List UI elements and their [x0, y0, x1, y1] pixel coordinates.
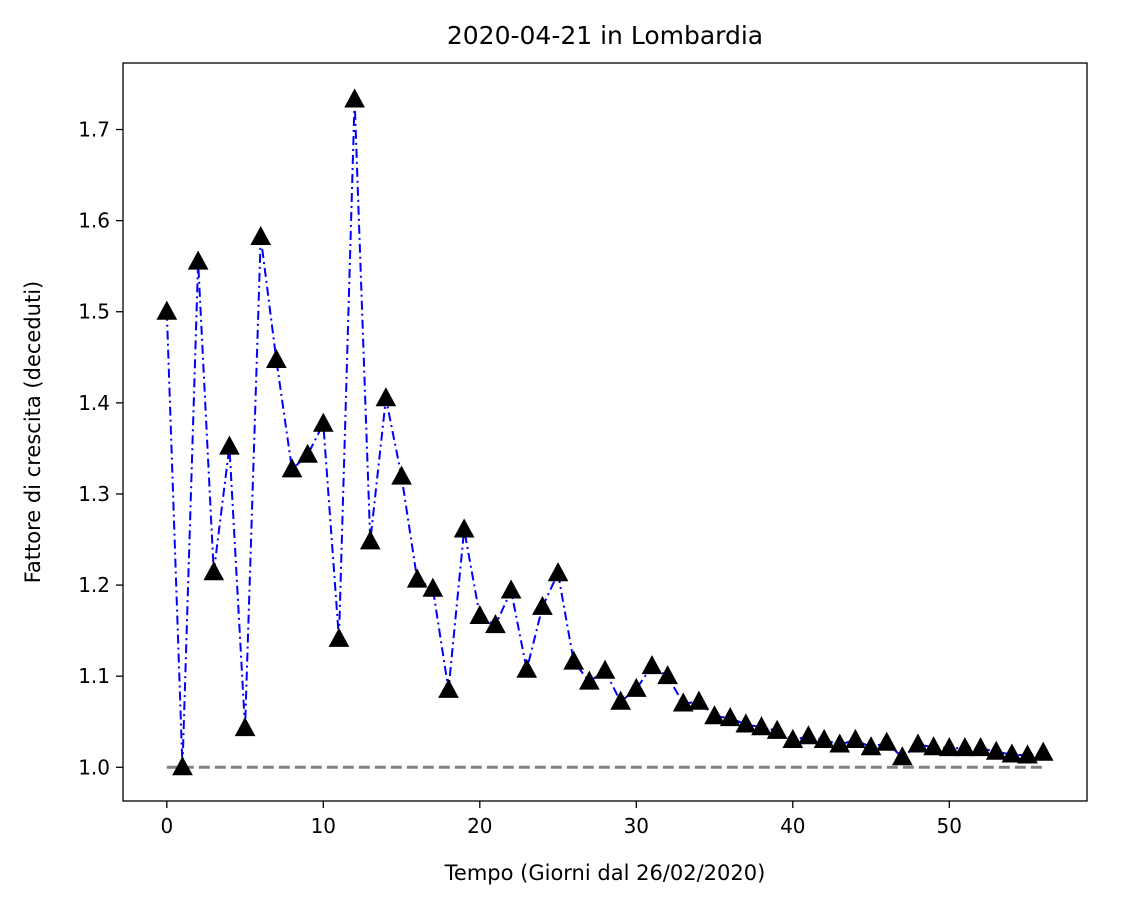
data-point — [985, 740, 1007, 760]
data-point — [938, 737, 960, 757]
data-point — [297, 443, 319, 463]
data-point — [1001, 743, 1023, 763]
data-point — [469, 604, 491, 625]
x-tick-label: 10 — [311, 814, 336, 838]
data-point — [657, 665, 678, 685]
y-tick-label: 1.0 — [78, 755, 110, 779]
data-point — [375, 387, 397, 407]
data-point — [907, 733, 929, 753]
data-point — [735, 713, 757, 733]
data-point — [766, 719, 788, 739]
data-point — [281, 458, 303, 478]
y-tick-label: 1.3 — [78, 482, 110, 506]
data-point — [266, 348, 287, 369]
x-tick-label: 30 — [624, 814, 649, 838]
data-point — [579, 670, 600, 690]
x-tick-label: 40 — [780, 814, 805, 838]
data-point — [923, 736, 944, 756]
data-point — [970, 737, 991, 757]
plot-frame — [122, 62, 1088, 802]
data-point — [813, 728, 835, 748]
data-point — [688, 690, 710, 710]
data-point — [453, 518, 475, 538]
data-point — [187, 250, 209, 270]
data-point — [719, 707, 741, 727]
data-point — [422, 577, 444, 597]
data-point — [250, 225, 272, 246]
data-point — [563, 650, 585, 670]
data-point — [172, 756, 193, 776]
data-point — [391, 465, 412, 485]
x-tick-label: 50 — [937, 814, 962, 838]
data-point — [406, 568, 428, 588]
data-point — [704, 705, 725, 725]
data-point — [860, 736, 882, 756]
data-point — [829, 733, 851, 753]
data-point — [328, 627, 350, 647]
data-point — [798, 725, 819, 745]
y-tick-label: 1.2 — [78, 573, 110, 597]
x-axis-label: Tempo (Giorni dal 26/02/2020) — [444, 861, 766, 885]
plot-area — [123, 63, 1087, 801]
data-point — [751, 716, 772, 736]
x-tick-label: 20 — [467, 814, 492, 838]
data-point — [547, 562, 569, 582]
data-point — [610, 690, 631, 710]
data-point — [219, 435, 240, 455]
x-tick-label: 0 — [160, 814, 173, 838]
data-point — [234, 717, 256, 737]
data-point — [954, 737, 976, 757]
data-point — [344, 88, 365, 108]
data-point — [891, 746, 913, 766]
x-axis-ticks: 0 10 20 30 40 50 — [160, 801, 962, 838]
y-tick-label: 1.7 — [78, 118, 110, 142]
data-point — [845, 728, 866, 748]
data-point — [594, 659, 616, 679]
data-point — [672, 692, 694, 712]
chart-title: 2020-04-21 in Lombardia — [447, 21, 763, 50]
data-point — [1032, 741, 1054, 761]
data-point — [876, 731, 898, 751]
data-point — [312, 412, 334, 432]
data-point — [516, 658, 538, 678]
data-point — [500, 579, 522, 599]
data-point — [532, 595, 553, 615]
y-tick-label: 1.6 — [78, 209, 110, 233]
y-tick-label: 1.1 — [78, 664, 110, 688]
data-point — [485, 614, 506, 634]
y-axis-ticks: 1.0 1.1 1.2 1.3 1.4 1.5 1.6 1.7 — [78, 118, 123, 779]
y-axis-label: Fattore di crescita (deceduti) — [21, 281, 45, 584]
data-point — [203, 561, 225, 581]
y-tick-label: 1.4 — [78, 391, 110, 415]
data-point — [156, 300, 178, 320]
data-point — [625, 677, 647, 697]
data-point — [438, 678, 459, 698]
data-point — [359, 530, 381, 550]
series-marker-layer — [156, 88, 1054, 776]
data-point — [782, 728, 804, 748]
data-point — [641, 655, 663, 675]
y-tick-label: 1.5 — [78, 300, 110, 324]
data-point — [1017, 744, 1038, 764]
